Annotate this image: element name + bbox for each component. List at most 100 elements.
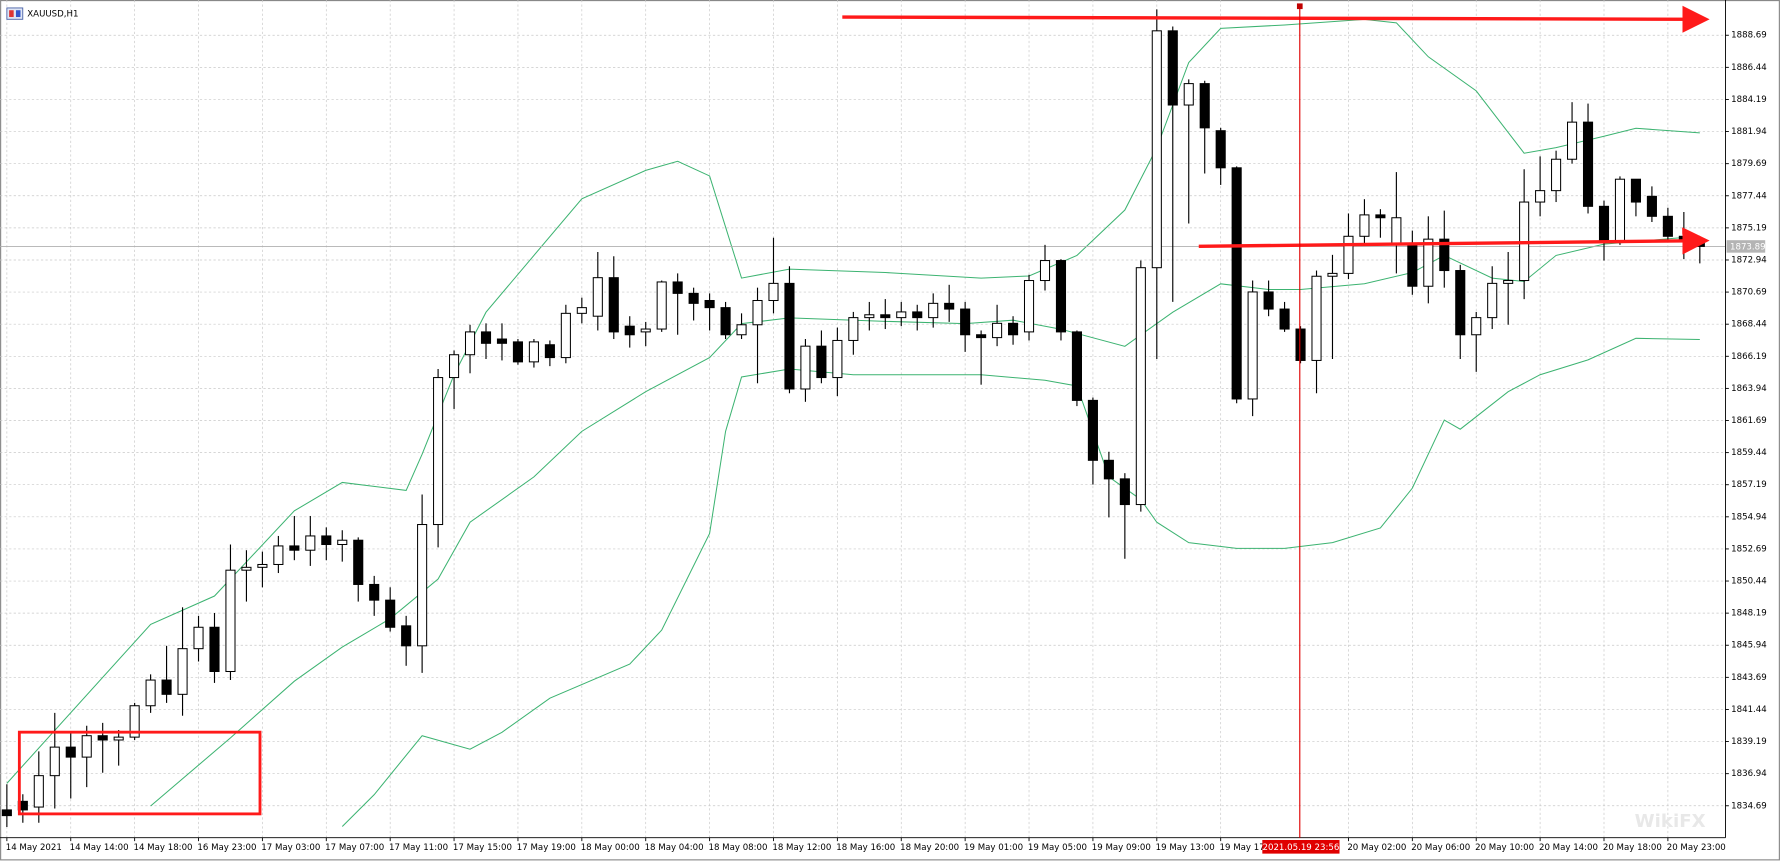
- candle-body: [1055, 260, 1067, 333]
- candle-body: [496, 338, 508, 344]
- y-tick-label: 1868.44: [1731, 320, 1767, 330]
- candle-body: [337, 539, 348, 546]
- candle-body: [592, 277, 603, 317]
- y-tick-label: 1881.94: [1731, 127, 1767, 137]
- candle-body: [992, 322, 1003, 339]
- candle-body: [1119, 478, 1130, 506]
- candle-body: [177, 648, 188, 695]
- candle-body: [1199, 83, 1210, 129]
- candle-body: [768, 282, 779, 302]
- y-tick-label: 1870.69: [1731, 288, 1767, 298]
- candle-body: [912, 311, 923, 319]
- candle-body: [512, 341, 523, 363]
- y-tick-label: 1854.94: [1731, 512, 1767, 522]
- candle-body: [1327, 272, 1338, 277]
- candle-body: [225, 569, 236, 673]
- crosshair-label-bg: [1262, 840, 1340, 854]
- x-tick-label: 20 May 14:00: [1539, 843, 1598, 853]
- candle-body: [528, 341, 539, 363]
- candle-body: [49, 746, 60, 777]
- candle-body: [832, 339, 843, 379]
- y-tick-label: 1888.69: [1731, 31, 1767, 41]
- last-price-bg: [1726, 240, 1766, 253]
- candle-body: [1295, 328, 1306, 361]
- y-tick-label: 1866.19: [1731, 352, 1767, 362]
- x-tick-label: 18 May 08:00: [708, 843, 767, 853]
- candle-body: [656, 281, 667, 330]
- bands: [0, 18, 1726, 827]
- candle-body: [1582, 121, 1594, 207]
- x-tick-label: 19 May 09:00: [1092, 843, 1151, 853]
- candle-body: [576, 307, 587, 314]
- candle-body: [1215, 130, 1226, 169]
- candle-body: [800, 345, 811, 390]
- chart-title: XAUUSD,H1: [27, 10, 78, 20]
- candle-body: [1407, 242, 1418, 287]
- x-tick-label: 14 May 2021: [6, 843, 62, 853]
- y-tick-label: 1841.44: [1731, 705, 1767, 715]
- x-tick-label: 20 May 18:00: [1603, 843, 1662, 853]
- candle-body: [752, 299, 763, 326]
- x-tick-label: 20 May 23:00: [1667, 843, 1726, 853]
- candle-body: [97, 735, 108, 741]
- y-tick-label: 1836.94: [1731, 769, 1767, 779]
- candle-body: [880, 314, 891, 319]
- candle-body: [1359, 214, 1370, 237]
- candle-body: [640, 328, 651, 333]
- candle-body: [848, 317, 859, 341]
- candle-body: [1, 809, 12, 817]
- candle-body: [864, 314, 875, 319]
- candle-body: [1614, 178, 1626, 242]
- candle-body: [480, 331, 492, 344]
- candle-body: [81, 735, 92, 758]
- icon-part: [15, 10, 21, 18]
- candle-body: [928, 302, 939, 319]
- candle-body: [1311, 275, 1322, 361]
- candle-body: [1535, 190, 1546, 203]
- x-tick-label: 17 May 03:00: [261, 843, 320, 853]
- candle-body: [624, 325, 635, 336]
- watermark: WikiFX: [1635, 811, 1706, 832]
- candle-body: [464, 331, 476, 356]
- y-tick-label: 1879.69: [1731, 159, 1767, 169]
- candle-body: [401, 625, 412, 647]
- y-tick-label: 1848.19: [1731, 609, 1767, 619]
- highlight-box: [17, 730, 262, 816]
- candle-body: [129, 705, 140, 738]
- crosshair-dot: [1296, 3, 1303, 10]
- y-tick-label: 1861.69: [1731, 416, 1767, 426]
- x-tick-label: 20 May 06:00: [1411, 843, 1470, 853]
- x-tick-label: 19 May 05:00: [1028, 843, 1087, 853]
- candle-body: [1231, 167, 1242, 400]
- candle-body: [1263, 291, 1274, 310]
- x-tick-label: 18 May 04:00: [645, 843, 704, 853]
- candle-body: [1646, 195, 1657, 217]
- candle-body: [944, 302, 955, 310]
- x-tick-label: 17 May 11:00: [389, 843, 448, 853]
- candle-body: [1567, 121, 1578, 160]
- candle-body: [1071, 331, 1082, 401]
- candle-body: [704, 299, 715, 309]
- x-tick-label: 19 May 01:00: [964, 843, 1023, 853]
- y-tick-label: 1845.94: [1731, 641, 1767, 651]
- candle-body: [353, 539, 364, 585]
- y-tick-label: 1877.44: [1731, 191, 1767, 201]
- candle-body: [560, 312, 571, 359]
- candle-body: [241, 566, 252, 571]
- x-tick-label: 18 May 20:00: [900, 843, 959, 853]
- candle-body: [289, 545, 300, 551]
- candle-body: [1423, 238, 1434, 287]
- candle-body: [1455, 270, 1466, 336]
- candle-body: [321, 535, 332, 546]
- y-tick-label: 1850.44: [1731, 577, 1767, 587]
- y-tick-label: 1859.44: [1731, 448, 1767, 458]
- candle-body: [1039, 260, 1051, 282]
- x-tick-label: 20 May 02:00: [1347, 843, 1406, 853]
- candles: [1, 9, 1705, 828]
- candle-body: [33, 775, 44, 808]
- candle-body: [1598, 205, 1610, 242]
- arrow: [1198, 227, 1710, 255]
